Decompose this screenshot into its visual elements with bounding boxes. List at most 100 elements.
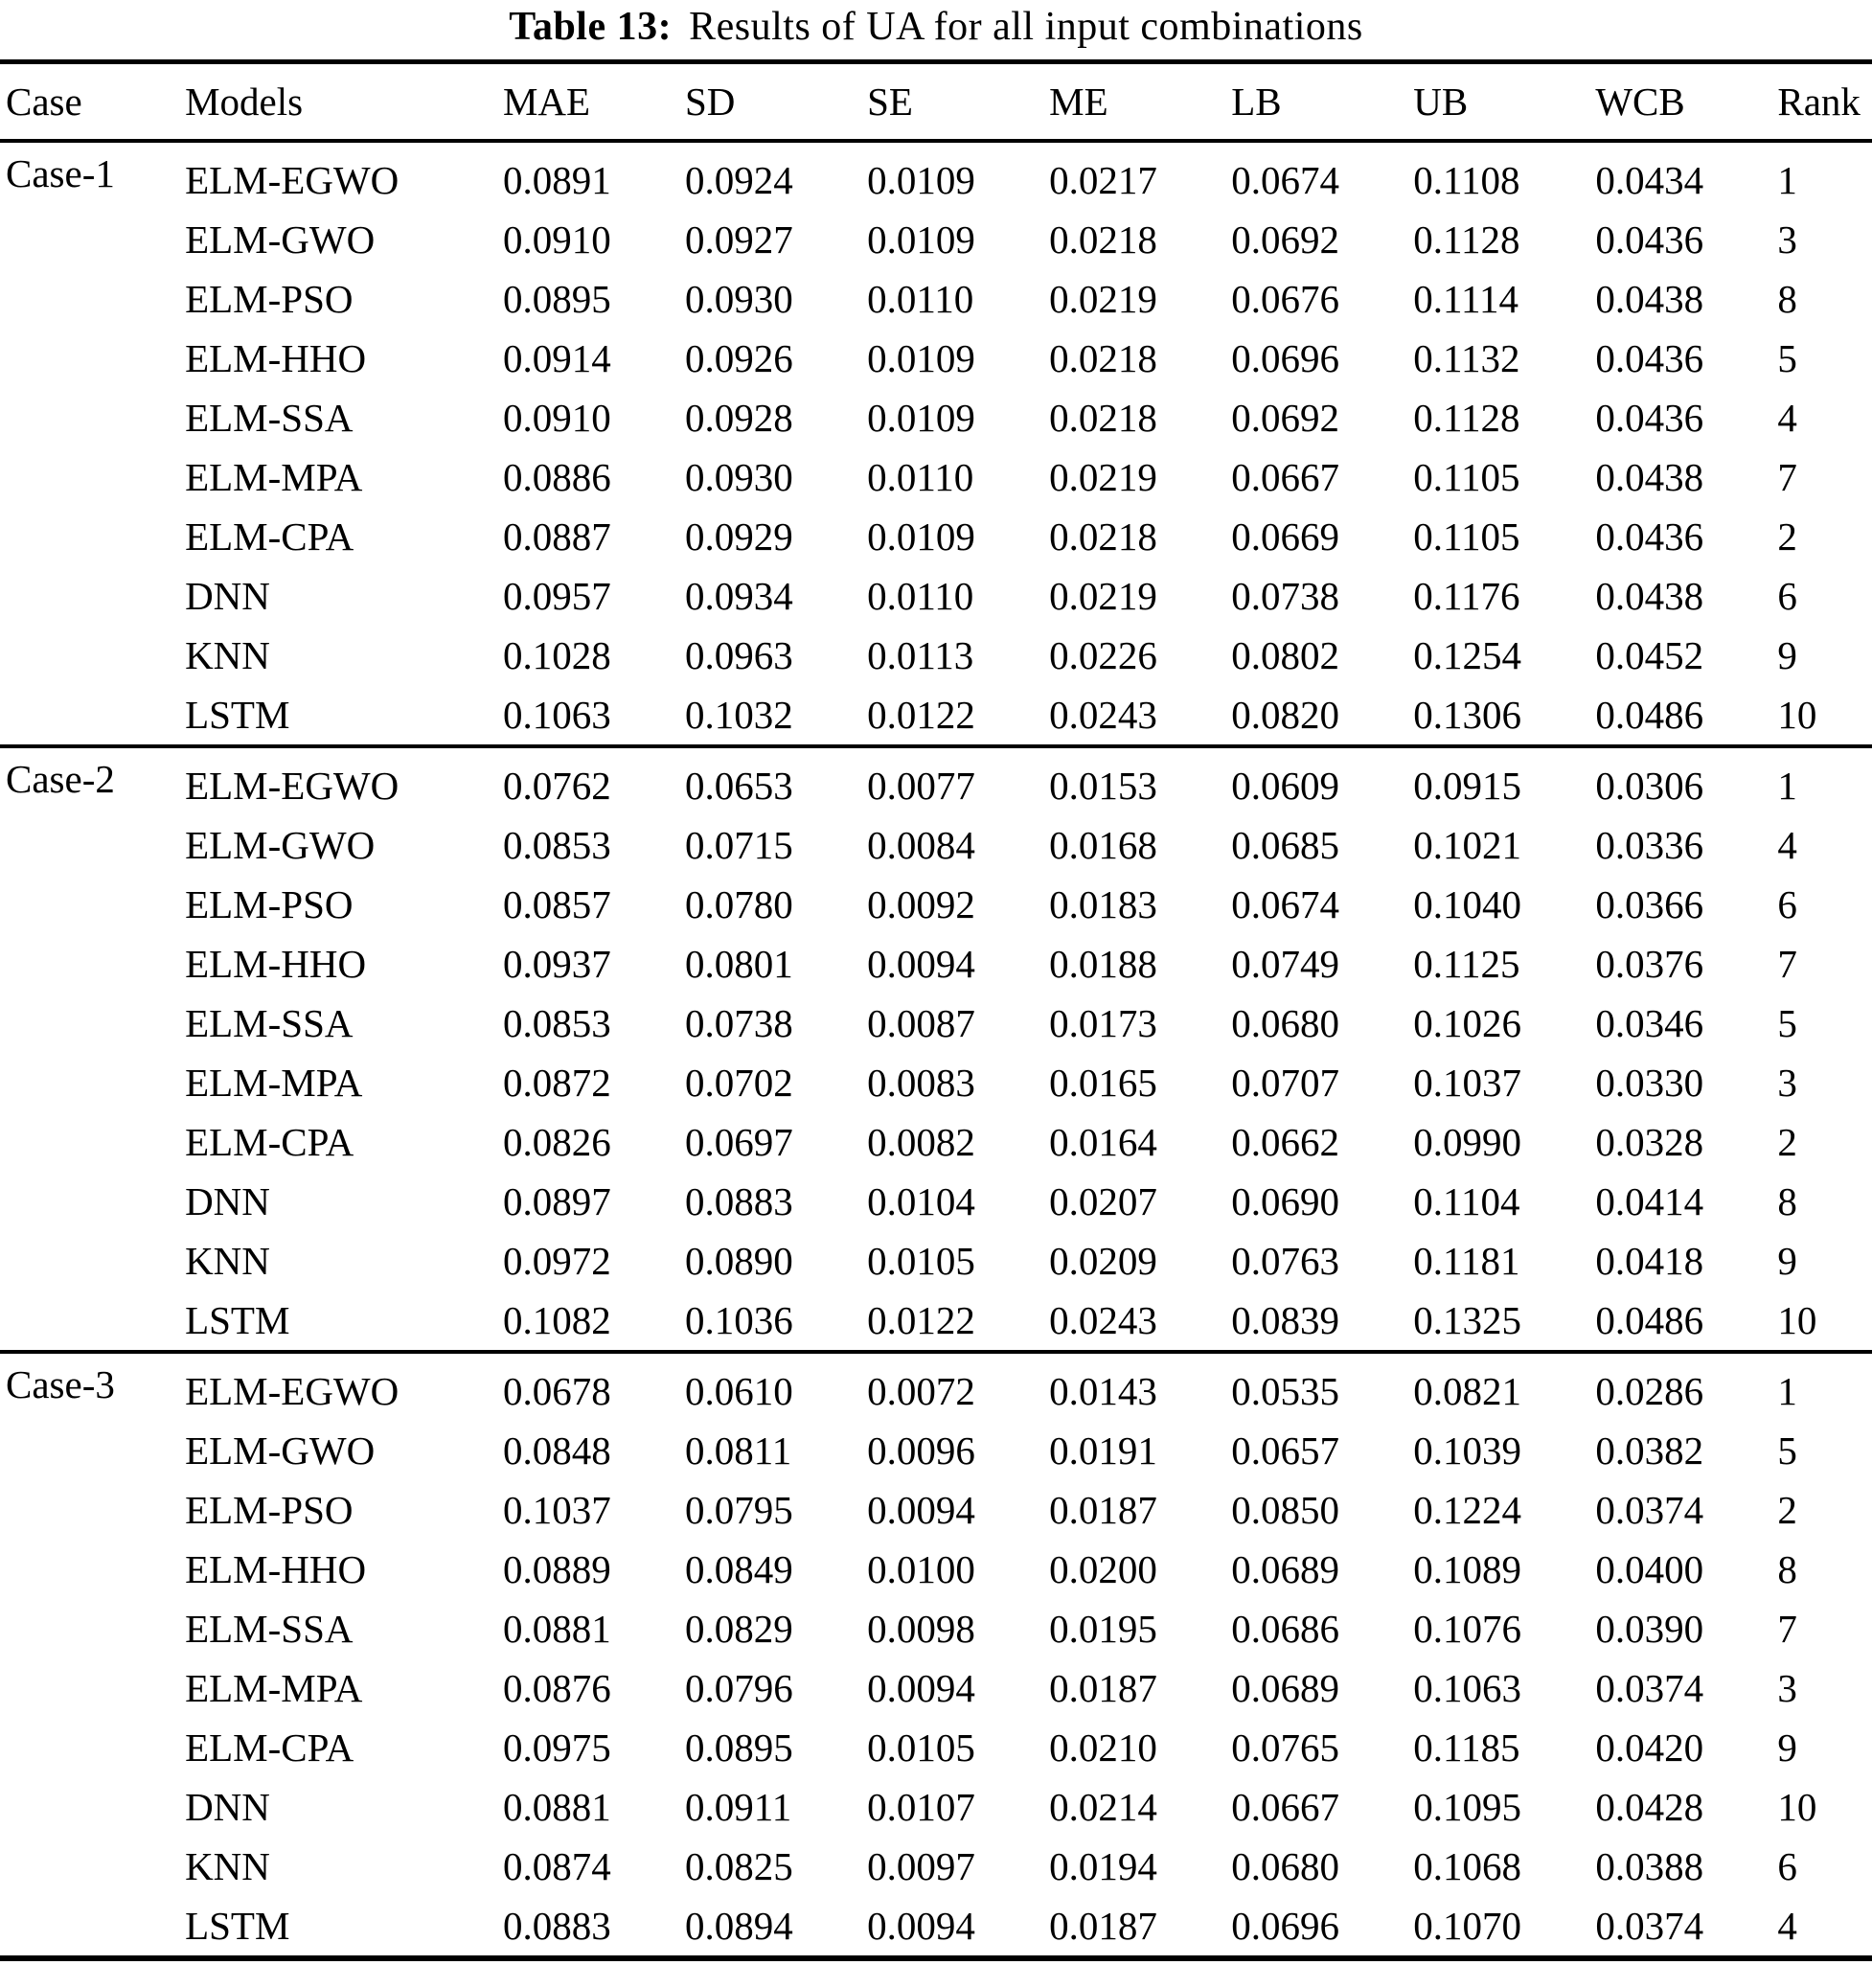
value-se: 0.0105 bbox=[867, 1725, 975, 1770]
rank-value: 8 bbox=[1777, 1179, 1797, 1223]
column-header-wcb: WCB bbox=[1595, 59, 1778, 143]
value-me: 0.0243 bbox=[1049, 1298, 1157, 1342]
rank-value: 7 bbox=[1777, 455, 1797, 499]
model-name: ELM-HHO bbox=[185, 1547, 367, 1591]
rank-value: 10 bbox=[1777, 1298, 1817, 1342]
results-table: Case Models MAE SD SE ME LB UB WCB Rank Case-1 ELM… bbox=[0, 59, 1872, 1961]
value-mae: 0.0857 bbox=[502, 882, 611, 926]
model-name: ELM-CPA bbox=[185, 1120, 354, 1164]
value-sd: 0.0610 bbox=[685, 1350, 868, 1421]
model-name: ELM-CPA bbox=[185, 1725, 354, 1770]
table-row: ELM-GWO 0.0910 0.0927 0.0109 0.0218 0.0692 0.1… bbox=[0, 210, 1872, 269]
rank-value: 2 bbox=[1777, 1488, 1797, 1532]
model-name: ELM-SSA bbox=[185, 396, 354, 440]
table-row: Case-3 ELM-EGWO 0.0678 0.0610 0.0072 0.0143 0.… bbox=[0, 1350, 1872, 1958]
value-ub: 0.1132 bbox=[1413, 336, 1520, 380]
value-sd: 0.0934 bbox=[685, 574, 793, 618]
value-mae: 0.0876 bbox=[502, 1666, 611, 1710]
table-row: ELM-PSO 0.0857 0.0780 0.0092 0.0183 0.0674 0.1… bbox=[0, 875, 1872, 934]
value-sd: 0.0702 bbox=[685, 1061, 793, 1105]
rank-value: 2 bbox=[1777, 514, 1797, 559]
value-me: 0.0217 bbox=[1049, 158, 1157, 202]
column-header-rank: Rank bbox=[1777, 59, 1872, 143]
value-se: 0.0100 bbox=[867, 1547, 975, 1591]
table-row: ELM-CPA 0.0826 0.0697 0.0082 0.0164 0.0662 0.0… bbox=[0, 1112, 1872, 1172]
model-name: ELM-HHO bbox=[185, 942, 367, 986]
value-wcb: 0.0376 bbox=[1595, 942, 1704, 986]
value-se: 0.0109 bbox=[867, 217, 975, 262]
value-wcb: 0.0390 bbox=[1595, 1607, 1704, 1651]
case-group-case-3: Case-3 ELM-EGWO 0.0678 0.0610 0.0072 0.0143 0.… bbox=[0, 1350, 1872, 1958]
rank-value: 1 bbox=[1777, 158, 1797, 202]
value-sd: 0.0930 bbox=[685, 455, 793, 499]
value-wcb: 0.0374 bbox=[1595, 1488, 1704, 1532]
value-me: 0.0209 bbox=[1049, 1239, 1157, 1283]
value-sd: 0.0924 bbox=[685, 158, 793, 202]
value-mae: 0.0881 bbox=[502, 1607, 611, 1651]
value-lb: 0.0689 bbox=[1231, 1666, 1339, 1710]
value-ub: 0.1104 bbox=[1413, 1179, 1520, 1223]
value-lb: 0.0674 bbox=[1231, 882, 1339, 926]
rank-value: 1 bbox=[1777, 744, 1872, 815]
value-wcb: 0.0438 bbox=[1595, 277, 1704, 321]
table-row: ELM-CPA 0.0975 0.0895 0.0105 0.0210 0.0765 0.1… bbox=[0, 1718, 1872, 1777]
table-row: ELM-GWO 0.0853 0.0715 0.0084 0.0168 0.0685 0.1… bbox=[0, 815, 1872, 875]
value-sd: 0.0829 bbox=[685, 1607, 793, 1651]
value-wcb: 0.0306 bbox=[1595, 744, 1778, 815]
value-sd: 0.0811 bbox=[685, 1428, 792, 1473]
value-ub: 0.1068 bbox=[1413, 1844, 1521, 1888]
value-wcb: 0.0486 bbox=[1595, 1298, 1704, 1342]
value-me: 0.0195 bbox=[1049, 1607, 1157, 1651]
value-me: 0.0218 bbox=[1049, 514, 1157, 559]
value-sd: 0.0928 bbox=[685, 396, 793, 440]
value-mae: 0.0874 bbox=[502, 1844, 611, 1888]
value-se: 0.0105 bbox=[867, 1239, 975, 1283]
model-name: ELM-MPA bbox=[185, 1061, 363, 1105]
value-me: 0.0219 bbox=[1049, 574, 1157, 618]
value-me: 0.0168 bbox=[1049, 823, 1157, 867]
rank-value: 6 bbox=[1777, 882, 1797, 926]
value-lb: 0.0820 bbox=[1231, 693, 1339, 737]
value-mae: 0.0895 bbox=[502, 277, 611, 321]
value-me: 0.0187 bbox=[1049, 1488, 1157, 1532]
value-sd: 0.0653 bbox=[685, 744, 868, 815]
value-ub: 0.1076 bbox=[1413, 1607, 1521, 1651]
value-wcb: 0.0486 bbox=[1595, 693, 1704, 737]
value-wcb: 0.0328 bbox=[1595, 1120, 1704, 1164]
model-name: ELM-GWO bbox=[185, 217, 376, 262]
table-caption-label: Table 13: bbox=[509, 5, 673, 49]
column-header-lb: LB bbox=[1231, 59, 1414, 143]
model-name: ELM-SSA bbox=[185, 1001, 354, 1045]
value-se: 0.0094 bbox=[867, 1666, 975, 1710]
model-name: ELM-EGWO bbox=[185, 744, 503, 815]
model-name: ELM-PSO bbox=[185, 277, 354, 321]
table-row: ELM-SSA 0.0881 0.0829 0.0098 0.0195 0.0686 0.1… bbox=[0, 1599, 1872, 1658]
value-ub: 0.1114 bbox=[1413, 277, 1518, 321]
value-sd: 0.0825 bbox=[685, 1844, 793, 1888]
value-mae: 0.0886 bbox=[502, 455, 611, 499]
value-wcb: 0.0438 bbox=[1595, 574, 1704, 618]
value-me: 0.0183 bbox=[1049, 882, 1157, 926]
value-lb: 0.0765 bbox=[1231, 1725, 1339, 1770]
model-name: DNN bbox=[185, 574, 270, 618]
value-sd: 0.0883 bbox=[685, 1179, 793, 1223]
value-me: 0.0187 bbox=[1049, 1666, 1157, 1710]
rank-value: 4 bbox=[1777, 1904, 1797, 1948]
value-lb: 0.0535 bbox=[1231, 1350, 1414, 1421]
value-sd: 0.1036 bbox=[685, 1298, 793, 1342]
value-mae: 0.0914 bbox=[502, 336, 611, 380]
rank-value: 5 bbox=[1777, 336, 1797, 380]
value-wcb: 0.0346 bbox=[1595, 1001, 1704, 1045]
value-me: 0.0226 bbox=[1049, 633, 1157, 677]
value-lb: 0.0696 bbox=[1231, 1904, 1339, 1948]
column-header-me: ME bbox=[1049, 59, 1232, 143]
value-sd: 0.0795 bbox=[685, 1488, 793, 1532]
value-ub: 0.1224 bbox=[1413, 1488, 1521, 1532]
value-lb: 0.0669 bbox=[1231, 514, 1339, 559]
value-me: 0.0191 bbox=[1049, 1428, 1157, 1473]
value-se: 0.0077 bbox=[867, 744, 1050, 815]
value-ub: 0.1181 bbox=[1413, 1239, 1520, 1283]
value-lb: 0.0749 bbox=[1231, 942, 1339, 986]
value-se: 0.0109 bbox=[867, 396, 975, 440]
rank-value: 3 bbox=[1777, 1666, 1797, 1710]
